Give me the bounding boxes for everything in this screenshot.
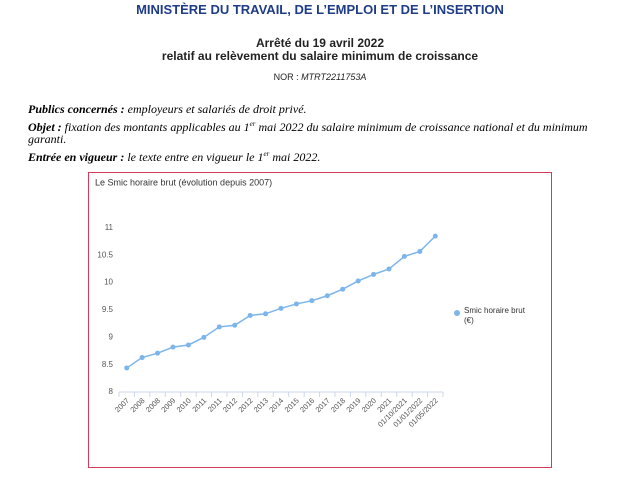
point <box>124 365 130 371</box>
point <box>278 305 284 311</box>
y-tick-label: 11 <box>105 223 114 232</box>
x-tick-label: 2016 <box>298 396 316 414</box>
x-tick-label: 2008 <box>144 396 162 414</box>
x-tick-label: 2014 <box>267 396 285 414</box>
label: Publics concernés : <box>28 102 125 116</box>
point <box>216 324 222 330</box>
point <box>432 233 438 239</box>
y-tick-label: 9.5 <box>102 305 114 314</box>
point <box>201 334 207 340</box>
point <box>386 266 392 272</box>
paragraph: Entrée en vigueur : le texte entre en vi… <box>28 148 612 163</box>
y-tick-label: 10.5 <box>97 250 113 259</box>
point <box>232 322 238 328</box>
x-tick-label: 2011 <box>206 396 224 414</box>
point <box>401 253 407 259</box>
nor-line: NOR : MTRT2211753A <box>0 72 640 82</box>
x-tick-label: 2018 <box>329 396 347 414</box>
chart: Le Smic horaire brut (évolution depuis 2… <box>88 172 552 468</box>
point <box>355 278 361 284</box>
nor: MTRT2211753A <box>301 72 367 82</box>
x-tick-label: 2017 <box>314 396 332 414</box>
x-tick-label: 2012 <box>236 396 254 414</box>
x-tick-label: 2020 <box>360 396 378 414</box>
text: mai 2022 du salaire minimum de croissanc… <box>28 120 588 146</box>
x-tick-label: 2007 <box>113 396 131 414</box>
text: mai 2022. <box>272 150 321 164</box>
title: Arrêté du 19 avril 2022 <box>255 36 385 50</box>
point <box>417 248 423 254</box>
label: Objet : <box>28 120 62 134</box>
label: Entrée en vigueur : <box>28 150 125 164</box>
point <box>293 301 299 307</box>
x-tick-label: 2012 <box>221 396 239 414</box>
x-tick-label: 2019 <box>344 396 362 414</box>
point <box>340 286 346 292</box>
x-tick-label: 2013 <box>252 396 270 414</box>
x-tick-label: 2008 <box>128 396 146 414</box>
chart-title: Le Smic horaire brut (évolution depuis 2… <box>95 177 272 187</box>
point <box>185 342 191 348</box>
point <box>263 311 269 317</box>
paragraph: Objet : fixation des montants applicable… <box>28 118 612 145</box>
point <box>170 344 176 350</box>
y-tick-label: 10 <box>104 278 113 287</box>
y-tick-label: 9 <box>109 332 114 341</box>
point <box>139 355 145 361</box>
x-tick-label: 2011 <box>190 396 208 414</box>
x-tick-label: 2010 <box>175 396 193 414</box>
paragraph: Publics concernés : employeurs et salari… <box>28 103 612 115</box>
sup: er <box>263 150 270 158</box>
legend-marker <box>454 310 460 316</box>
text: fixation des montants applicables au 1 <box>64 120 250 134</box>
body: Publics concernés : employeurs et salari… <box>28 103 612 166</box>
y-tick-label: 8.5 <box>102 360 114 369</box>
point <box>324 293 330 299</box>
nor-label: NOR : <box>273 72 299 82</box>
text: employeurs et salariés de droit privé. <box>127 102 307 116</box>
point <box>247 312 253 318</box>
x-tick-label: 2015 <box>283 396 301 414</box>
point <box>371 271 377 277</box>
point <box>155 350 161 356</box>
text: le texte entre en vigueur le 1 <box>127 150 264 164</box>
x-tick-label: 2009 <box>159 396 177 414</box>
sup: er <box>249 120 256 128</box>
legend-label: Smic horaire brut (€) <box>464 306 525 325</box>
y-tick-label: 8 <box>109 387 114 396</box>
ministry: MINISTÈRE DU TRAVAIL, DE L’EMPLOI ET DE … <box>136 2 504 17</box>
point <box>309 298 315 304</box>
subtitle: relatif au relèvement du salaire minimum… <box>161 49 479 63</box>
